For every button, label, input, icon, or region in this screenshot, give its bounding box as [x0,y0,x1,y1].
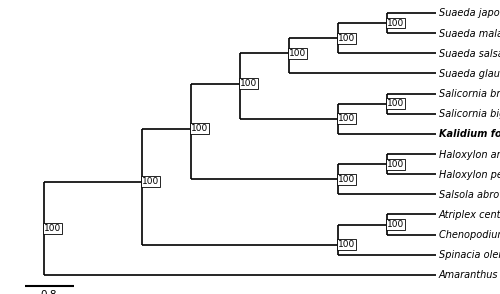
Text: 100: 100 [240,79,258,88]
Text: 100: 100 [338,175,355,184]
Text: 0.8: 0.8 [41,290,58,294]
Text: 100: 100 [289,49,306,58]
Text: 100: 100 [338,114,355,123]
Text: Suaeda japonica NC_042675: Suaeda japonica NC_042675 [438,8,500,19]
Text: 100: 100 [338,240,355,249]
Text: Spinacia oleracea NC_002202: Spinacia oleracea NC_002202 [438,249,500,260]
Text: Chenopodium quinoa NC_034949: Chenopodium quinoa NC_034949 [438,229,500,240]
Text: Amaranthus caudatus NC_040143: Amaranthus caudatus NC_040143 [438,270,500,280]
Text: Suaeda salsa NC_045302: Suaeda salsa NC_045302 [438,48,500,59]
Text: 100: 100 [338,34,355,43]
Text: 100: 100 [387,220,404,229]
Text: 100: 100 [387,19,404,28]
Text: 100: 100 [387,160,404,169]
Text: Salsola abrotanoides NC_057096: Salsola abrotanoides NC_057096 [438,189,500,200]
Text: 100: 100 [191,124,208,133]
Text: Atriplex centralasiatica NC_045304: Atriplex centralasiatica NC_045304 [438,209,500,220]
Text: Suaeda glauca NC_045303: Suaeda glauca NC_045303 [438,68,500,79]
Text: 100: 100 [44,224,62,233]
Text: Kalidium foliatum OL397049: Kalidium foliatum OL397049 [438,129,500,139]
Text: 100: 100 [142,177,160,186]
Text: Salicornia brachiata NC_027224: Salicornia brachiata NC_027224 [438,88,500,99]
Text: Suaeda malacosperma NC_039180: Suaeda malacosperma NC_039180 [438,28,500,39]
Text: 100: 100 [387,99,404,108]
Text: Salicornia bigelovii NC_027226: Salicornia bigelovii NC_027226 [438,108,500,119]
Text: Haloxylon ammodendron NC_027668: Haloxylon ammodendron NC_027668 [438,148,500,160]
Text: Haloxylon persicum NC_027669: Haloxylon persicum NC_027669 [438,169,500,180]
